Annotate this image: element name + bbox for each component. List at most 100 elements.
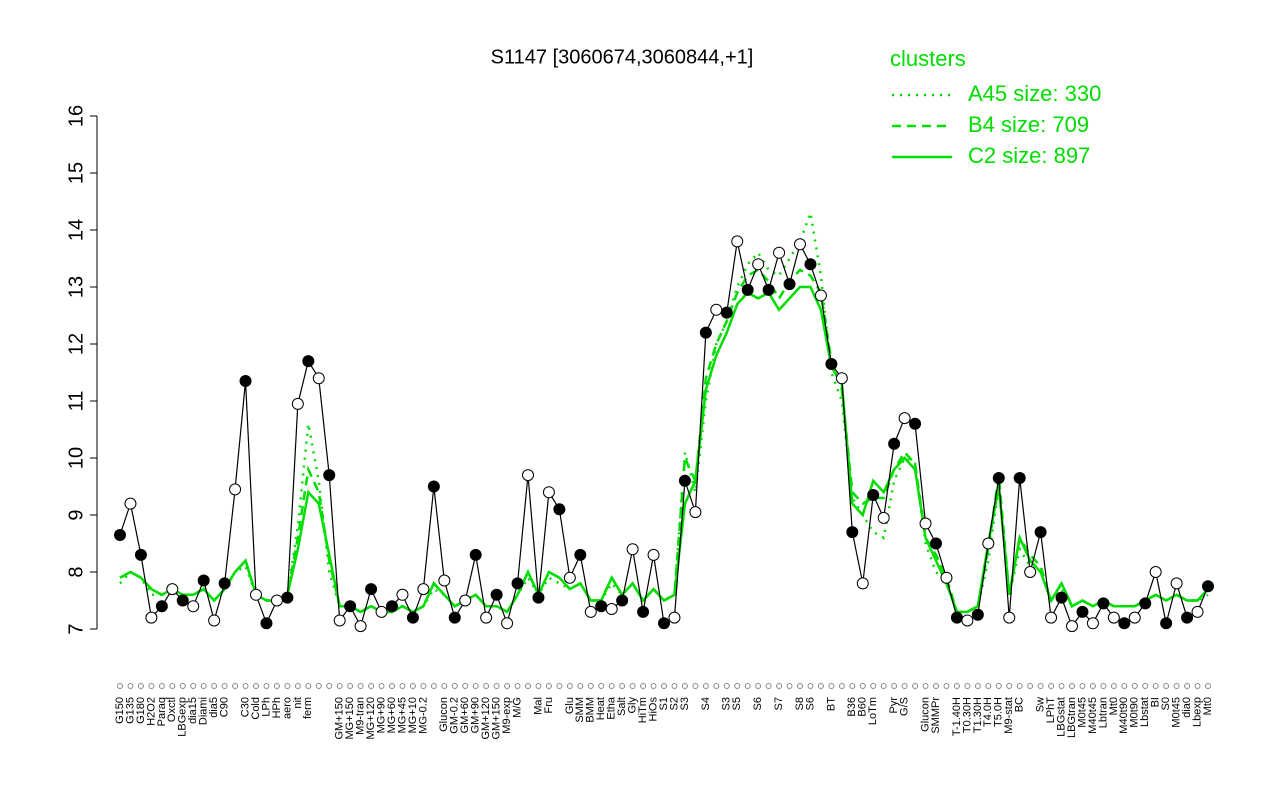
x-tick-label: Mal [532,697,544,715]
x-tick-label: MG+90 [375,697,387,733]
rug-mark [535,683,542,689]
rug-mark [891,683,898,689]
point [940,571,953,584]
rug-mark [190,683,197,689]
rug-mark [378,683,385,689]
point [542,486,555,499]
point [804,258,817,271]
point [762,283,775,296]
rug-mark [933,683,939,689]
x-tick-label: Glu [564,697,576,714]
point [208,614,221,627]
rug-mark [1069,683,1075,689]
line [119,241,1209,628]
x-tick-label: HPh [271,697,283,718]
x-tick-label: Mt0 [1108,697,1120,715]
rug-mark [263,683,270,689]
cluster-line [119,268,1209,614]
rug-mark [368,683,375,689]
point [333,614,346,627]
rug-mark [619,683,626,689]
x-tick-label: GM+120 [480,697,492,740]
point [595,600,608,613]
point [1076,605,1089,618]
point [480,611,493,624]
point [919,517,932,530]
rug-mark [326,683,333,689]
rug-mark [765,683,772,689]
point [710,303,723,316]
point [1086,617,1099,630]
point [835,372,848,385]
x-tick-label: LPhT [1045,697,1057,724]
y-tick-label: 14 [65,219,87,241]
x-tick-label: dia15 [187,697,199,724]
x-tick-label: S2 [668,697,680,710]
x-tick-label: Cold [250,697,262,720]
point [626,543,639,556]
rug-mark [1142,683,1149,689]
point [605,603,618,616]
point [511,577,524,590]
point [375,605,388,618]
rug-mark [838,683,845,689]
legend-label: A45 size: 330 [968,81,1101,106]
point [1149,566,1162,578]
point [867,489,880,502]
rug-mark [514,683,521,689]
point [302,355,315,368]
point [1013,471,1026,484]
y-tick-label: 16 [65,105,87,127]
x-tick-label: M9-tran [355,697,367,735]
x-tick-label: M40t90 [1118,697,1130,734]
point [1170,577,1183,590]
point [166,583,179,596]
point [982,537,995,550]
point [1045,611,1058,624]
point [187,600,200,613]
rug-mark [357,683,364,689]
rug-mark [734,683,741,689]
x-tick-label: S1 [658,697,670,710]
point [584,605,597,618]
x-tick-label: GM+60 [459,697,471,733]
rug-mark [1016,683,1023,689]
rug-mark [221,683,228,689]
x-tick-label: Glucon [438,697,450,732]
x-tick-label: Pyr [888,697,900,714]
point [1181,611,1194,624]
rug-mark [462,683,469,689]
rug-mark [1194,683,1201,689]
x-tick-label: MG+120 [365,697,377,740]
rug-mark [797,683,803,689]
x-tick-label: M0t45 [1171,697,1183,728]
point [783,278,796,291]
x-tick-label: HiTm [637,697,649,723]
rug-mark [713,683,720,689]
x-tick-label: B36 [846,697,858,717]
x-tick-label: S8 [794,697,806,710]
legend-title: clusters [890,46,966,71]
rug-mark [744,683,751,689]
point [794,238,806,251]
point [616,594,629,607]
x-tick-label: Paraq [156,697,168,726]
x-tick-label: S5 [731,697,743,710]
rug-mark [1152,683,1159,689]
x-tick-label: S3 [679,697,691,710]
point [396,588,409,601]
rug-mark [347,683,354,689]
x-tick-label: Sw [1035,697,1047,712]
rug-mark [556,683,563,689]
x-tick-label: HiOs [647,697,659,722]
x-tick-label: C30 [239,697,251,717]
point [1139,597,1152,610]
point [909,417,922,430]
x-tick-label: dia5 [208,697,220,718]
x-tick-label: G150 [114,697,126,724]
x-tick-label: SMM [574,697,586,723]
rug-mark [828,683,835,689]
rug-mark [409,683,416,689]
point [155,600,168,613]
rug-mark [232,683,239,689]
